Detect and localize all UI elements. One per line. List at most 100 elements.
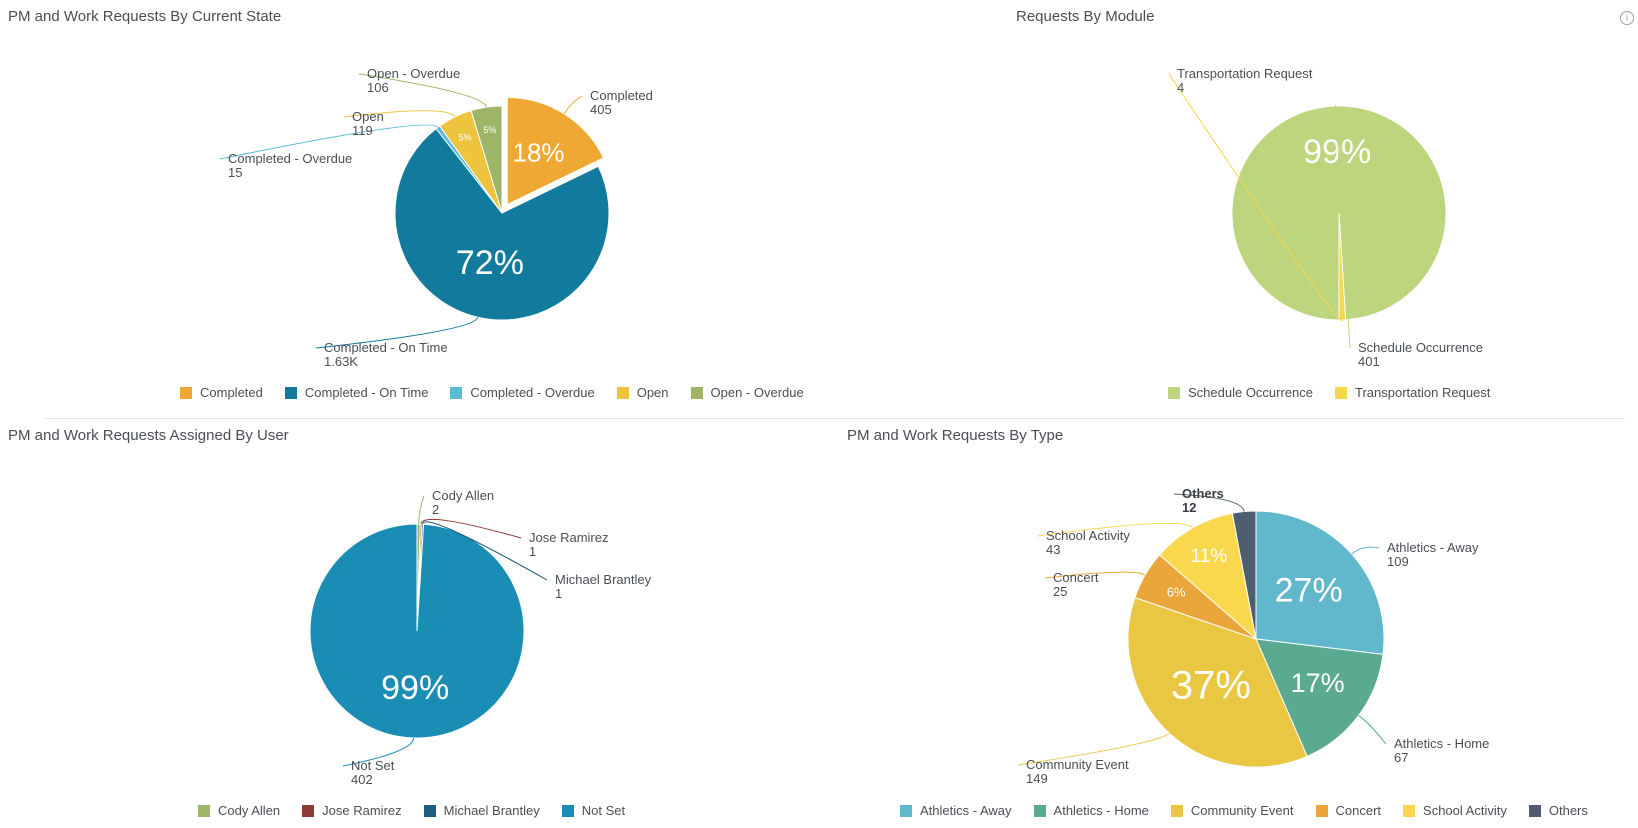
slice-value-label: 119 (352, 123, 373, 138)
slice-category-label: Completed - On Time (324, 340, 448, 355)
pie-percent-label: 17% (1291, 668, 1345, 698)
slice-value-label: 67 (1394, 750, 1408, 765)
legend-swatch (450, 386, 463, 399)
legend-swatch (1528, 804, 1541, 817)
legend-item-michael-brantley[interactable]: Michael Brantley (423, 803, 540, 818)
slice-value-label: 12 (1182, 500, 1196, 515)
legend-item-community-event[interactable]: Community Event (1170, 803, 1294, 818)
legend-item-transportation-request[interactable]: Transportation Request (1335, 385, 1490, 400)
legend-label: Others (1548, 803, 1588, 818)
pie-percent-label: 27% (1275, 571, 1343, 609)
pie-percent-label: 5% (459, 132, 472, 142)
legend-item-concert[interactable]: Concert (1315, 803, 1382, 818)
legend-swatch (180, 386, 192, 399)
legend-item-completed-overdue[interactable]: Completed - Overdue (450, 385, 595, 400)
legend-item-schedule-occurrence[interactable]: Schedule Occurrence (1168, 385, 1313, 400)
leader-line (418, 495, 425, 525)
legend-swatch (690, 386, 703, 399)
legend-label: Athletics - Home (1053, 803, 1149, 818)
slice-value-label: 1 (555, 586, 562, 601)
legend-label: Completed - On Time (304, 385, 429, 400)
pie-pm-and-work-requests-by-type (1127, 510, 1385, 768)
legend-label: Open - Overdue (710, 385, 804, 400)
pie-slice-athletics-away[interactable] (1255, 510, 1385, 655)
pie-percent-label: 11% (1191, 546, 1228, 567)
slice-category-label: Jose Ramirez (529, 530, 608, 545)
leader-line (1168, 73, 1343, 322)
legend-item-others[interactable]: Others (1528, 803, 1588, 818)
chart-title-type: PM and Work Requests By Type (847, 427, 1064, 444)
leader-line (1044, 571, 1146, 579)
legend-label: Completed (200, 385, 263, 400)
legend-label: Michael Brantley (443, 803, 540, 818)
divider (45, 418, 1625, 419)
legend-swatch (302, 804, 315, 817)
legend-item-open-overdue[interactable]: Open - Overdue (690, 385, 804, 400)
legend-label: Athletics - Away (920, 803, 1012, 818)
legend-swatch (1033, 804, 1046, 817)
pie-slice-school-activity[interactable] (1158, 512, 1257, 641)
slice-category-label: Open - Overdue (367, 66, 460, 81)
legend-item-open[interactable]: Open (616, 385, 669, 400)
pie-slice-open-overdue[interactable] (470, 105, 503, 214)
leader-line (342, 737, 415, 767)
legend-type: Athletics - Away Athletics - Home Communit… (900, 803, 1588, 818)
leader-line (1037, 522, 1193, 537)
chart-title-assigned-user: PM and Work Requests Assigned By User (8, 427, 289, 444)
legend-label: Community Event (1190, 803, 1294, 818)
pie-percent-label: 6% (1167, 584, 1186, 599)
slice-category-label: Others (1182, 486, 1224, 501)
leader-line (1173, 493, 1245, 512)
pie-percent-label: 99% (1303, 133, 1371, 171)
legend-item-school-activity[interactable]: School Activity (1403, 803, 1507, 818)
legend-swatch (616, 386, 629, 399)
legend-label: Cody Allen (218, 803, 281, 818)
slice-value-label: 106 (367, 80, 389, 95)
legend-label: Jose Ramirez (322, 803, 402, 818)
legend-label: School Activity (1423, 803, 1507, 818)
legend-item-athletics-home[interactable]: Athletics - Home (1033, 803, 1149, 818)
legend-swatch (561, 804, 574, 817)
legend-label: Concert (1335, 803, 1382, 818)
slice-value-label: 109 (1387, 554, 1409, 569)
pie-pm-and-work-requests-assigned-by-user (309, 523, 525, 739)
slice-value-label: 149 (1026, 771, 1048, 786)
slice-category-label: Completed (590, 88, 653, 103)
leader-line (1335, 104, 1351, 349)
pie-slice-others[interactable] (1231, 510, 1257, 640)
leader-line (1351, 546, 1380, 555)
slice-value-label: 4 (1177, 80, 1184, 95)
pie-percent-label: 37% (1171, 664, 1251, 708)
slice-category-label: Transportation Request (1177, 66, 1313, 81)
info-icon[interactable]: i (1620, 11, 1634, 25)
slice-value-label: 25 (1053, 584, 1067, 599)
slice-category-label: Athletics - Away (1387, 540, 1479, 555)
leader-line (420, 518, 522, 539)
pie-percent-label: 72% (456, 244, 524, 282)
slice-category-label: Concert (1053, 570, 1099, 585)
slice-value-label: 1 (529, 544, 536, 559)
leader-line (343, 110, 456, 118)
legend-item-athletics-away[interactable]: Athletics - Away (900, 803, 1012, 818)
legend-label: Schedule Occurrence (1188, 385, 1314, 400)
legend-module: Schedule Occurrence Transportation Reques… (1168, 385, 1490, 400)
slice-value-label: 401 (1358, 354, 1380, 369)
slice-category-label: Open (352, 109, 384, 124)
legend-item-cody-allen[interactable]: Cody Allen (198, 803, 280, 818)
leader-line (315, 316, 479, 349)
legend-swatch (198, 804, 210, 817)
pie-slice-athletics-home[interactable] (1255, 638, 1384, 757)
slice-value-label: 402 (351, 772, 373, 787)
legend-item-completed-on-time[interactable]: Completed - On Time (284, 385, 429, 400)
legend-item-not-set[interactable]: Not Set (561, 803, 625, 818)
slice-value-label: 15 (228, 165, 242, 180)
legend-item-completed[interactable]: Completed (180, 385, 263, 400)
legend-swatch (900, 804, 912, 817)
legend-item-jose-ramirez[interactable]: Jose Ramirez (302, 803, 402, 818)
leader-line (1017, 732, 1170, 766)
pie-requests-by-module (1231, 105, 1447, 321)
legend-label: Transportation Request (1355, 385, 1491, 400)
legend-current-state: Completed Completed - On Time Completed - … (180, 385, 804, 400)
slice-category-label: Not Set (351, 758, 395, 773)
